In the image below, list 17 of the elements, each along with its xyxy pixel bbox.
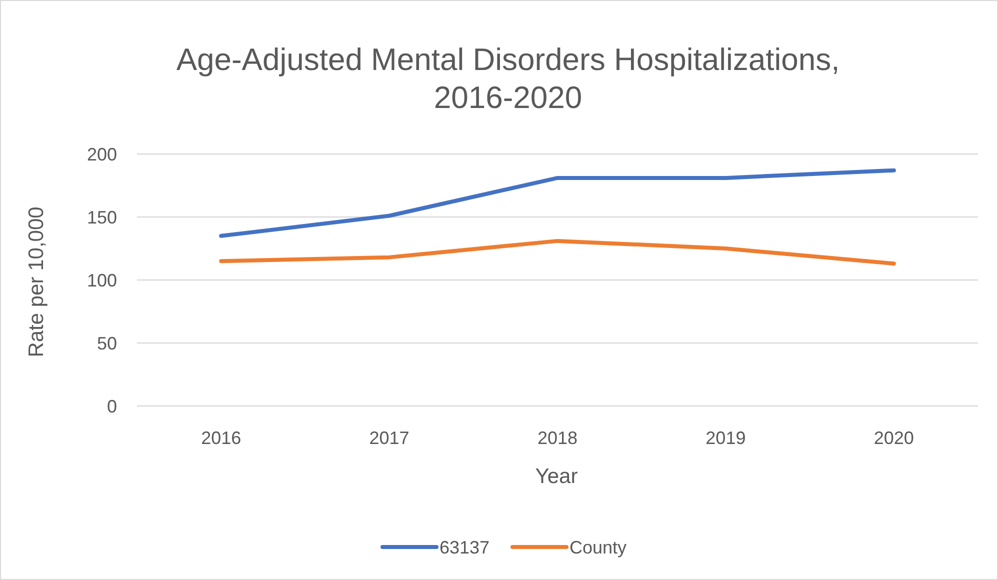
x-tick-label: 2018	[537, 428, 578, 448]
x-tick-label: 2019	[706, 428, 746, 448]
x-tick-label: 2020	[874, 428, 914, 448]
y-tick-label: 200	[86, 144, 117, 164]
line-series	[219, 168, 896, 238]
legend-label: County	[570, 537, 627, 558]
legend-label: 63137	[440, 537, 490, 558]
x-tick-label: 2017	[369, 428, 410, 448]
chart-title: Age-Adjusted Mental Disorders Hospitalizations, 2016-2020	[176, 42, 840, 115]
y-tick-label: 150	[86, 207, 117, 228]
x-axis-title: Year	[535, 465, 578, 488]
y-tick-label: 50	[96, 333, 117, 354]
line-series	[219, 238, 896, 266]
y-tick-label: 100	[86, 270, 117, 290]
y-axis-title: Rate per 10,000	[25, 206, 48, 358]
x-tick-label: 2016	[201, 428, 242, 448]
y-tick-label: 0	[106, 396, 117, 416]
